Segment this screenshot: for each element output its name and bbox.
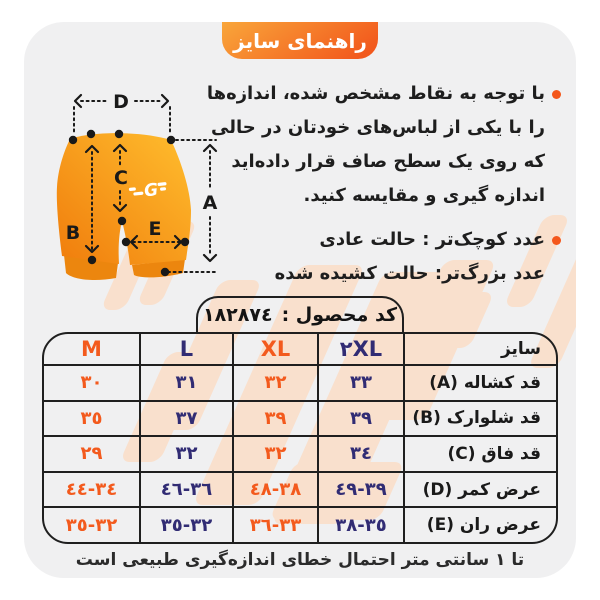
- brand-logo-icon: G: [128, 180, 167, 201]
- size-column-header: ٢XL: [319, 334, 405, 364]
- size-cell: ٣٣-٣٦: [234, 506, 319, 542]
- shorts-illustration: G: [56, 133, 191, 281]
- instruction-line: عدد بزرگ‌تر: حالت کشیده شده: [274, 263, 545, 284]
- measure-A: A: [167, 139, 218, 273]
- size-cell: ٣٩-٤٩: [319, 470, 405, 507]
- size-cell: ٣٥-٣٨: [319, 506, 405, 542]
- size-cell: ٣٣: [319, 364, 405, 400]
- size-column-header: M: [44, 334, 141, 364]
- size-cell: ٣٦-٤٦: [141, 470, 234, 507]
- size-cell: ٣٩: [234, 399, 319, 436]
- bullet-icon: [552, 90, 561, 99]
- size-table: M L XL ٢XL سایز ٣٠ ٣١ ٣٢ ٣٣ قد کشاله (A)…: [42, 332, 558, 544]
- badge-label: راهنمای سایز: [233, 28, 367, 53]
- instruction-line: عدد کوچک‌تر : حالت عادی: [319, 229, 545, 250]
- row-label: قد فاق (C): [405, 435, 556, 471]
- instruction-bullet-1: با توجه به نقاط مشخص شده، اندازه‌ها را ب…: [206, 77, 561, 213]
- row-label: قد کشاله (A): [405, 364, 556, 400]
- measure-B: B: [66, 144, 100, 254]
- size-cell: ٣٨-٤٨: [234, 470, 319, 507]
- size-cell: ٣٢: [234, 364, 319, 400]
- row-label: قد شلوارک (B): [405, 399, 556, 436]
- measurement-tolerance-note: تا ١ سانتی متر احتمال خطای اندازه‌گیری ط…: [75, 550, 525, 570]
- instruction-line: را با یکی از لباس‌های خودتان در حالی: [210, 117, 545, 138]
- label-B: B: [66, 222, 80, 244]
- product-code-value: ١٨٢٨٧٤: [202, 304, 273, 326]
- size-cell: ٣٢: [234, 435, 319, 471]
- size-cell: ٣٧: [141, 399, 234, 436]
- size-cell: ٣٤: [319, 435, 405, 471]
- size-header-label: سایز: [500, 339, 541, 359]
- size-cell: ٣٩: [319, 399, 405, 436]
- instructions: با توجه به نقاط مشخص شده، اندازه‌ها را ب…: [206, 77, 561, 291]
- product-code-label: کد محصول :: [281, 304, 398, 326]
- measure-E: E: [129, 218, 183, 250]
- label-D: D: [113, 91, 129, 113]
- size-cell: ٢٩: [44, 435, 141, 471]
- instruction-bullet-2: عدد کوچک‌تر : حالت عادی عدد بزرگ‌تر: حال…: [207, 223, 561, 291]
- size-guide-badge: راهنمای سایز: [222, 22, 378, 59]
- size-cell: ٣٠: [44, 364, 141, 400]
- label-A: A: [203, 192, 218, 214]
- label-C: C: [114, 167, 128, 189]
- measure-C: C: [112, 143, 128, 213]
- bullet-icon: [552, 236, 561, 245]
- row-label: عرض ران (E): [405, 506, 556, 542]
- instruction-line: که روی یک سطح صاف قرار داده‌اید: [231, 151, 545, 172]
- instruction-line: اندازه گیری و مقایسه کنید.: [303, 185, 546, 206]
- size-cell: ٣٤-٤٤: [44, 470, 141, 507]
- label-E: E: [149, 218, 162, 240]
- size-column-header: XL: [234, 334, 319, 364]
- measure-points: [68, 129, 190, 277]
- size-cell: ٣٥: [44, 399, 141, 436]
- size-guide-card: راهنمای سایز G D: [24, 22, 576, 578]
- size-cell: ٣٢-٣٥: [141, 506, 234, 542]
- row-label: عرض کمر (D): [405, 470, 556, 507]
- size-cell: ٣٢: [141, 435, 234, 471]
- size-column-header: L: [141, 334, 234, 364]
- svg-text:G: G: [143, 180, 159, 201]
- shorts-measurement-diagram: G D A: [56, 91, 218, 281]
- measure-D: D: [73, 91, 171, 134]
- product-code-pill: کد محصول : ١٨٢٨٧٤: [196, 296, 404, 332]
- instruction-line: با توجه به نقاط مشخص شده، اندازه‌ها: [206, 83, 545, 104]
- size-cell: ٣١: [141, 364, 234, 400]
- size-cell: ٣٢-٣٥: [44, 506, 141, 542]
